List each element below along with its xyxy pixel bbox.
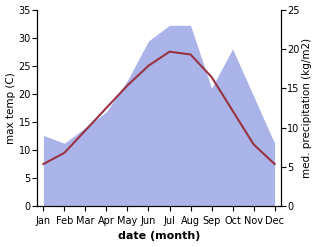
Y-axis label: max temp (C): max temp (C) xyxy=(5,72,16,144)
Y-axis label: med. precipitation (kg/m2): med. precipitation (kg/m2) xyxy=(302,38,313,178)
X-axis label: date (month): date (month) xyxy=(118,231,200,242)
